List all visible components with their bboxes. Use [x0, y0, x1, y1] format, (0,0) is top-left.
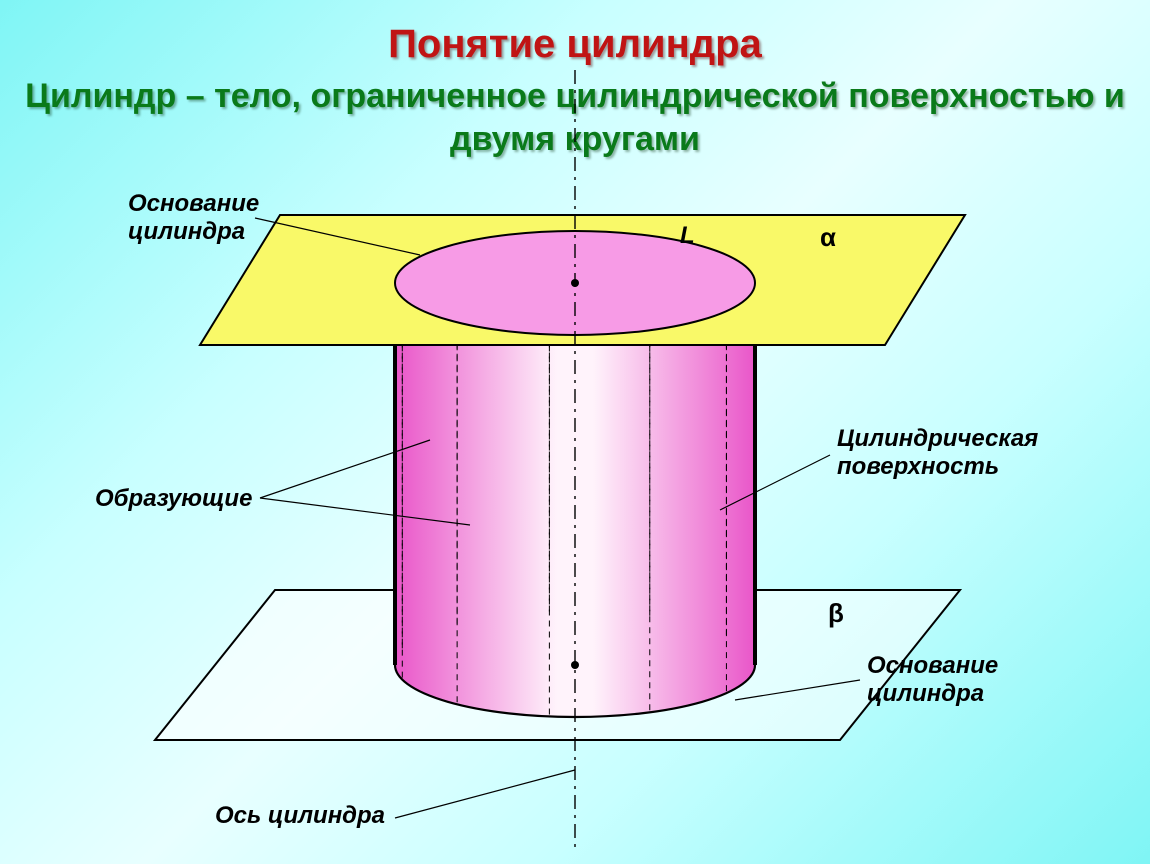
- center-dot-top: [571, 279, 579, 287]
- label-base-top: Основание цилиндра: [128, 190, 308, 245]
- label-L: L: [680, 222, 695, 250]
- center-dot-bottom: [571, 661, 579, 669]
- label-axis: Ось цилиндра: [215, 802, 385, 830]
- label-cyl-surface: Цилиндрическая поверхность: [837, 425, 1097, 480]
- label-alpha: α: [820, 222, 836, 253]
- label-generators: Образующие: [95, 485, 252, 513]
- label-base-bottom: Основание цилиндра: [867, 652, 1047, 707]
- label-beta: β: [828, 598, 844, 629]
